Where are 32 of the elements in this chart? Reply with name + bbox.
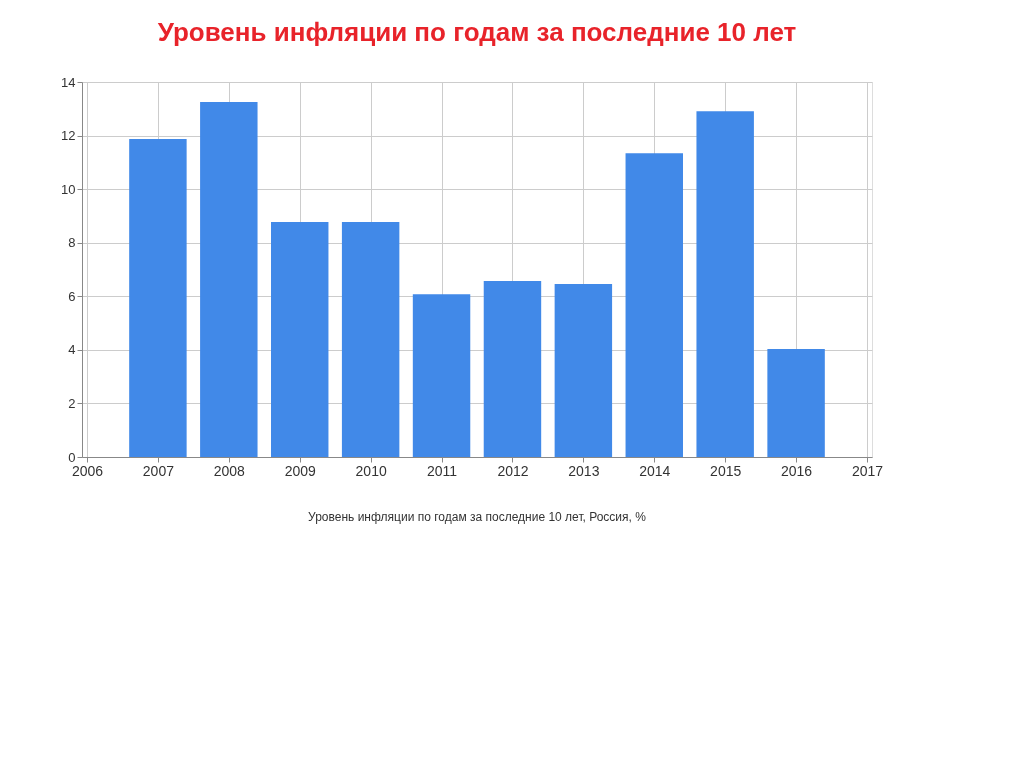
x-tick-label: 2006 [71,462,104,479]
bar [341,222,400,457]
x-tick-label: 2010 [355,462,387,479]
x-tick-label: 2016 [781,462,813,479]
x-tick-label: 2007 [142,462,175,479]
y-tick-label: 2 [68,395,76,411]
bar [625,153,683,457]
bar [554,283,613,457]
x-tick-label: 2015 [710,462,742,479]
bar [412,294,471,457]
y-tick-label: 4 [68,342,76,358]
x-tick-label: 2008 [213,462,246,479]
x-tick-label: 2014 [639,462,671,479]
x-tick-label: 2009 [284,462,317,479]
x-tick-label: 2012 [497,462,529,479]
bar [271,222,329,457]
bar [200,102,258,457]
x-tick-label: 2011 [426,462,458,479]
x-tick-label: 2017 [851,462,884,479]
y-tick-label: 14 [61,74,76,90]
y-tick-label: 8 [68,235,76,251]
x-tick-label: 2013 [568,462,600,479]
chart-title: Уровень инфляции по годам за последние 10 лет [157,17,797,47]
bar [696,111,754,457]
y-tick-label: 12 [61,128,76,144]
bar [767,349,825,457]
y-tick-label: 6 [68,288,76,304]
y-tick-label: 10 [61,181,76,197]
bar [129,139,187,457]
bar [483,281,542,457]
text: Уровень инфляции по годам за последние 10 лет, Россия, % [308,510,647,524]
y-tick-label: 0 [68,449,76,465]
